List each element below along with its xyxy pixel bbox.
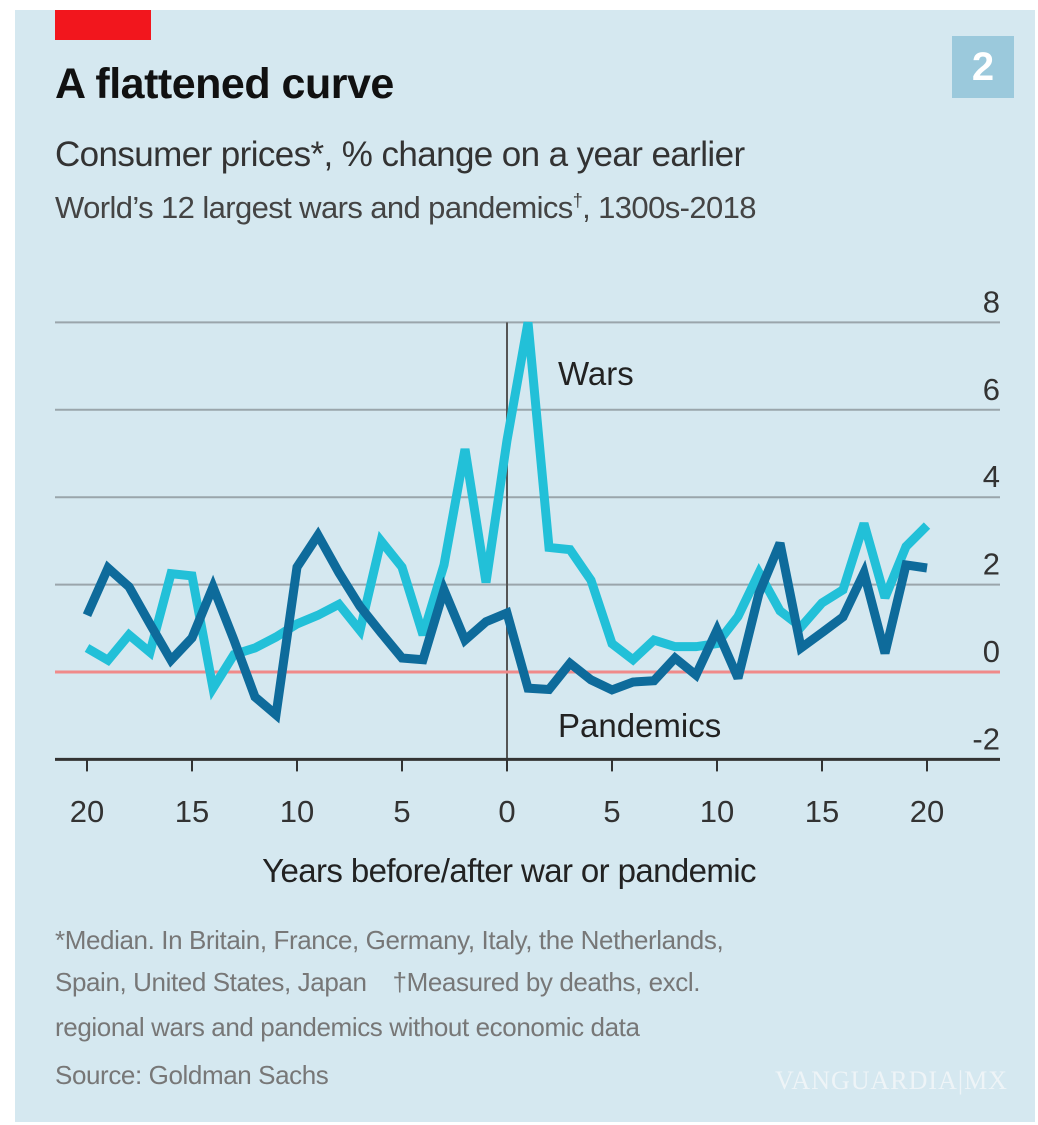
footnote-line-1: *Median. In Britain, France, Germany, It… <box>55 925 724 955</box>
x-axis-label: Years before/after war or pandemic <box>262 852 756 889</box>
x-tick-label: 10 <box>280 794 314 829</box>
subtitle-2-main: World’s 12 largest wars and pandemics <box>55 190 573 225</box>
footnote-2a: Spain, United States, Japan <box>55 967 367 997</box>
x-tick-label: 15 <box>175 794 209 829</box>
footnote-2b: †Measured by deaths, excl. <box>392 967 701 997</box>
x-tick-label: 10 <box>700 794 734 829</box>
y-tick-label: 2 <box>983 547 1000 582</box>
y-tick-label: -2 <box>972 721 1000 756</box>
chart-number-badge: 2 <box>952 36 1014 98</box>
chart-title: A flattened curve <box>55 60 394 108</box>
series-label-pandemics: Pandemics <box>558 707 721 744</box>
subtitle-2-tail: , 1300s-2018 <box>582 190 756 225</box>
series-points-pandemics <box>86 535 928 715</box>
dagger-mark: † <box>572 190 583 211</box>
chart-subtitle-2: World’s 12 largest wars and pandemics†, … <box>55 190 757 226</box>
y-tick-label: 4 <box>983 459 1000 494</box>
source-note: Source: Goldman Sachs <box>55 1060 329 1090</box>
x-tick-label: 5 <box>393 794 410 829</box>
watermark-logo: VANGUARDIA|MX <box>775 1066 1008 1095</box>
x-tick-label: 20 <box>910 794 944 829</box>
y-tick-label: 0 <box>983 634 1000 669</box>
y-tick-label: 8 <box>983 284 1000 319</box>
series-label-wars: Wars <box>558 355 634 392</box>
chart-subtitle: Consumer prices*, % change on a year ear… <box>55 135 745 174</box>
footnote-line-3: regional wars and pandemics without econ… <box>55 1012 640 1042</box>
footnote-line-2: Spain, United States, Japan †Measured by … <box>55 967 700 998</box>
x-tick-label: 0 <box>498 794 515 829</box>
y-tick-label: 6 <box>983 372 1000 407</box>
x-tick-label: 20 <box>70 794 104 829</box>
x-tick-label: 5 <box>603 794 620 829</box>
x-tick-label: 15 <box>805 794 839 829</box>
accent-bar <box>55 10 151 40</box>
series-points-wars <box>86 322 928 689</box>
